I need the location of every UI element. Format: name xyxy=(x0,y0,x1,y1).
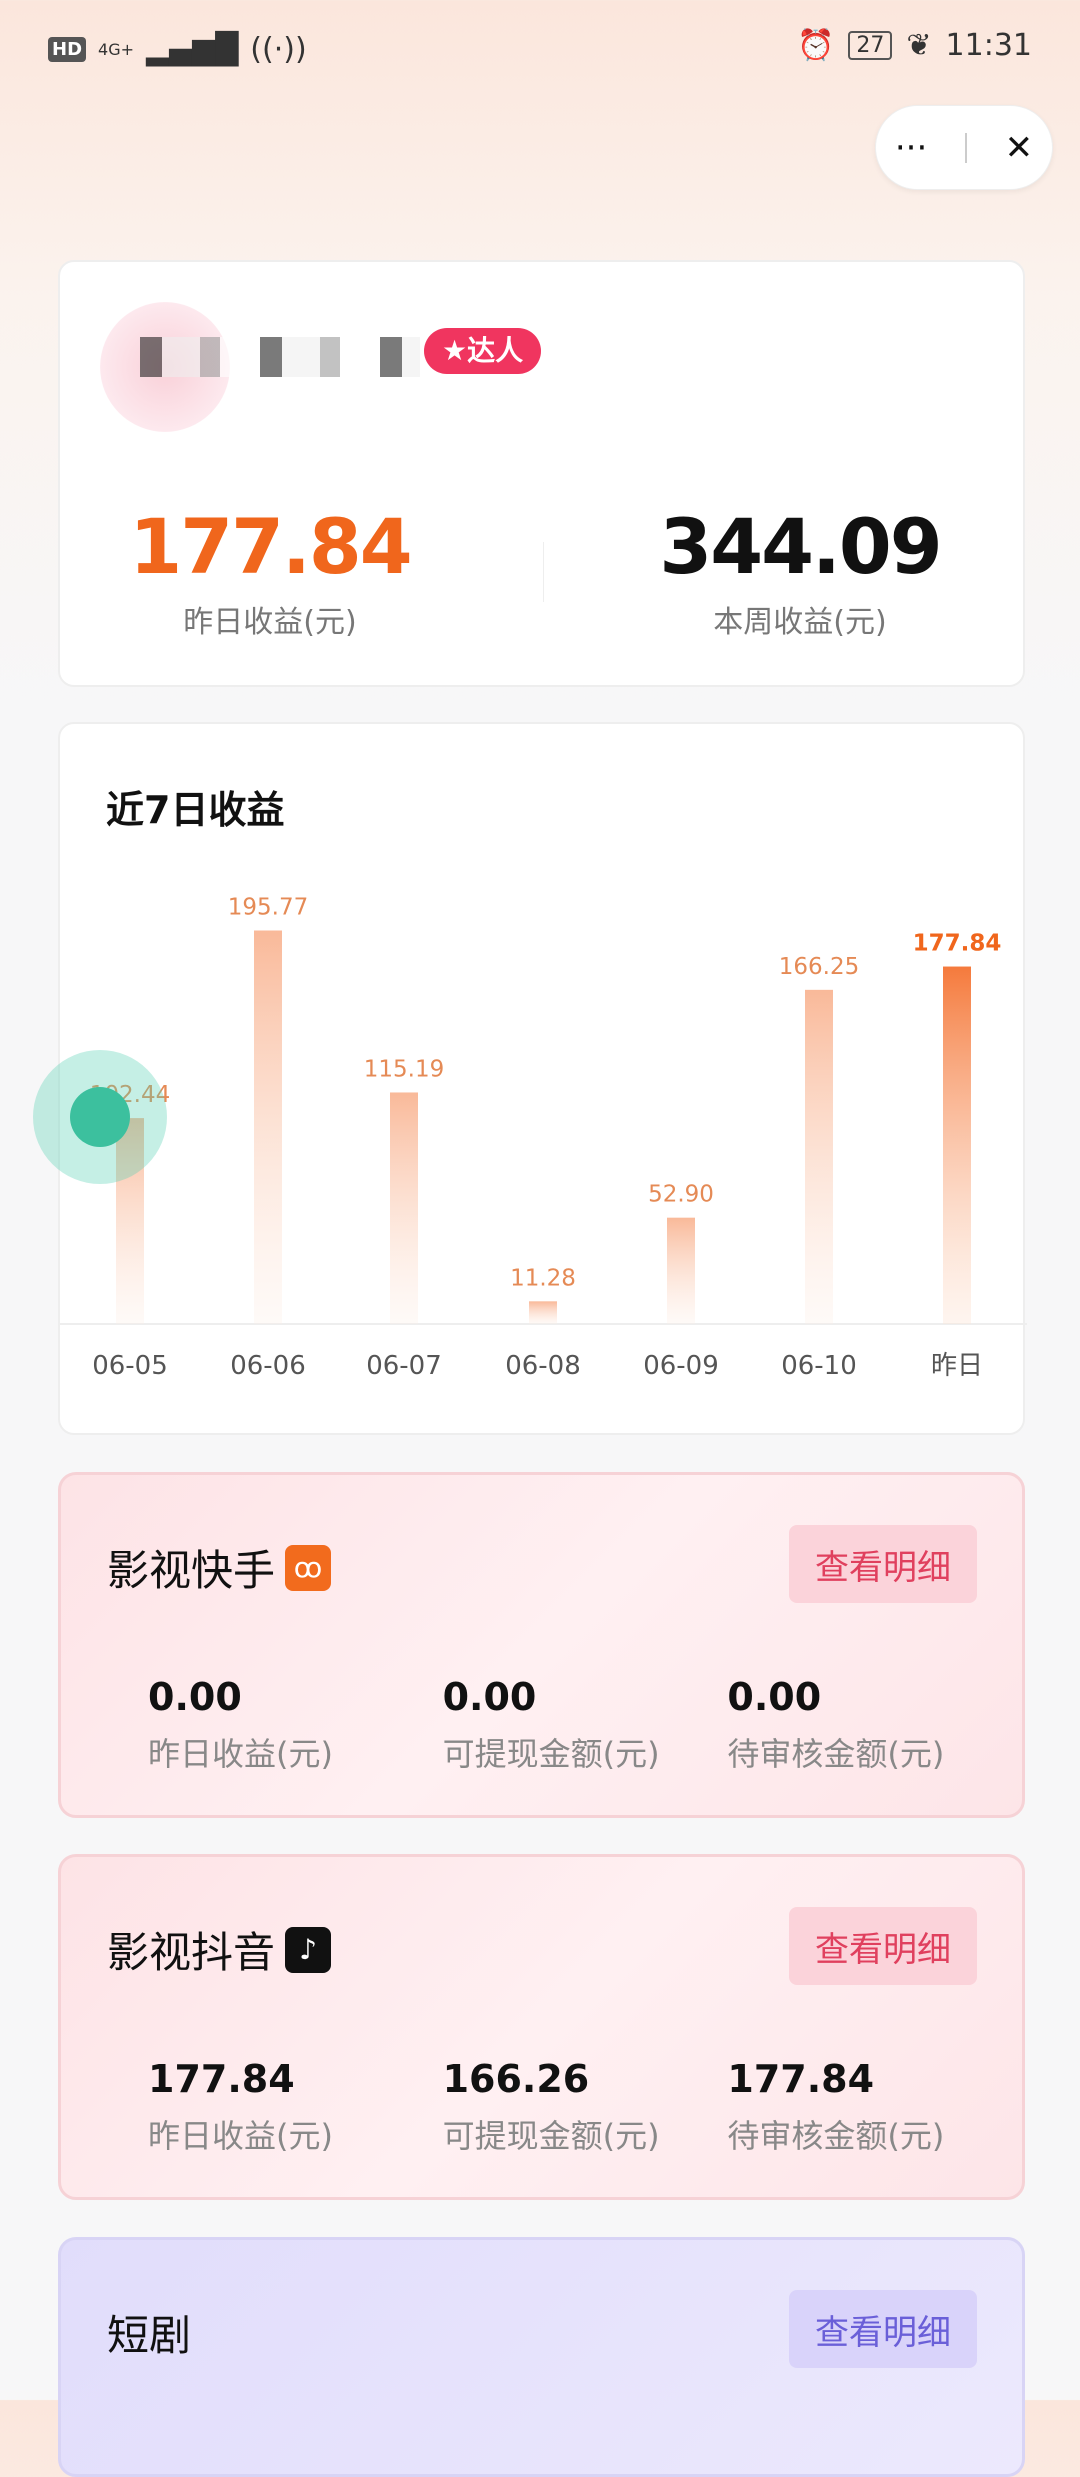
expert-badge: ★达人 xyxy=(424,328,542,374)
bar-value-label: 177.84 xyxy=(913,931,1002,957)
floating-assistive-button[interactable] xyxy=(33,1050,167,1184)
miniapp-capsule: ··· ✕ xyxy=(875,105,1053,190)
alarm-icon: ⏰ xyxy=(797,28,835,63)
close-button[interactable]: ✕ xyxy=(1004,127,1034,168)
bar-value-label: 195.77 xyxy=(228,895,308,921)
douyin-card: 影视抖音 ♪ 查看明细 177.84 昨日收益(元) 166.26 可提现金额(元) … xyxy=(58,1854,1025,2200)
signal-icon: ▂▄▆█ xyxy=(146,32,239,67)
x-tick-label: 06-09 xyxy=(643,1351,719,1381)
bar xyxy=(390,1092,418,1324)
stat-withdrawable: 0.00 可提现金额(元) xyxy=(442,1675,660,1773)
star-icon: ★ xyxy=(442,334,468,367)
battery-icon: 27 xyxy=(848,31,893,60)
kuaishou-card: 影视快手 ꝏ 查看明细 0.00 昨日收益(元) 0.00 可提现金额(元) 0.00… xyxy=(58,1472,1025,1818)
network-type: 4G+ xyxy=(98,40,134,59)
yesterday-earnings: 177.84 昨日收益(元) xyxy=(129,502,412,640)
platform-title: 影视快手 xyxy=(107,1546,276,1595)
week-earnings: 344.09 本周收益(元) xyxy=(659,502,942,640)
stat-pending: 0.00 待审核金额(元) xyxy=(727,1675,945,1773)
hd-icon: HD xyxy=(48,37,87,62)
short-drama-card: 短剧 查看明细 xyxy=(58,2237,1025,2477)
bar xyxy=(943,966,971,1324)
clock: 11:31 xyxy=(945,28,1032,63)
bar xyxy=(529,1301,557,1324)
chart-title: 近7日收益 xyxy=(106,788,285,832)
divider xyxy=(964,132,967,163)
bar-value-label: 52.90 xyxy=(648,1182,714,1208)
x-tick-label: 06-10 xyxy=(781,1351,857,1381)
leaf-icon: ❦ xyxy=(906,28,932,63)
floating-dot-icon xyxy=(70,1087,130,1147)
kuaishou-icon: ꝏ xyxy=(285,1544,332,1591)
stat-pending: 177.84 待审核金额(元) xyxy=(727,2057,945,2155)
earnings-bar-chart: 102.4406-05195.7706-06115.1906-0711.2806… xyxy=(60,895,1027,1381)
douyin-icon: ♪ xyxy=(285,1926,332,1973)
x-tick-label: 06-08 xyxy=(505,1351,581,1381)
chart-card: 102.44 06-05 195.77 06-06 115.19 06-07 11.28 06… xyxy=(58,722,1027,1435)
status-bar: HD 4G+ ▂▄▆█ ((·)) ⏰ 27 ❦ 11:31 xyxy=(0,0,1080,100)
more-button[interactable]: ··· xyxy=(894,127,928,168)
bar-value-label: 11.28 xyxy=(510,1265,576,1291)
x-tick-label: 06-06 xyxy=(230,1351,306,1381)
x-tick-label: 06-07 xyxy=(366,1351,442,1381)
bar xyxy=(805,989,833,1324)
divider xyxy=(543,542,544,602)
view-details-button[interactable]: 查看明细 xyxy=(789,2290,977,2368)
bar-value-label: 166.25 xyxy=(779,954,859,980)
bar-value-label: 115.19 xyxy=(364,1056,444,1082)
platform-title: 短剧 xyxy=(107,2311,192,2360)
stat-yesterday: 0.00 昨日收益(元) xyxy=(148,1675,333,1773)
platform-title: 影视抖音 xyxy=(107,1928,276,1977)
bar xyxy=(254,930,282,1324)
view-details-button[interactable]: 查看明细 xyxy=(789,1525,977,1603)
bar xyxy=(116,1118,144,1324)
profile-card: ★达人 177.84 昨日收益(元) 344.09 本周收益(元) xyxy=(58,260,1025,687)
x-tick-label: 06-05 xyxy=(92,1351,168,1381)
hotspot-icon: ((·)) xyxy=(250,32,307,67)
stat-withdrawable: 166.26 可提现金额(元) xyxy=(442,2057,660,2155)
stat-yesterday: 177.84 昨日收益(元) xyxy=(148,2057,333,2155)
x-tick-label: 昨日 xyxy=(931,1351,983,1381)
bar xyxy=(667,1217,695,1324)
username-blurred xyxy=(140,337,420,377)
view-details-button[interactable]: 查看明细 xyxy=(789,1907,977,1985)
